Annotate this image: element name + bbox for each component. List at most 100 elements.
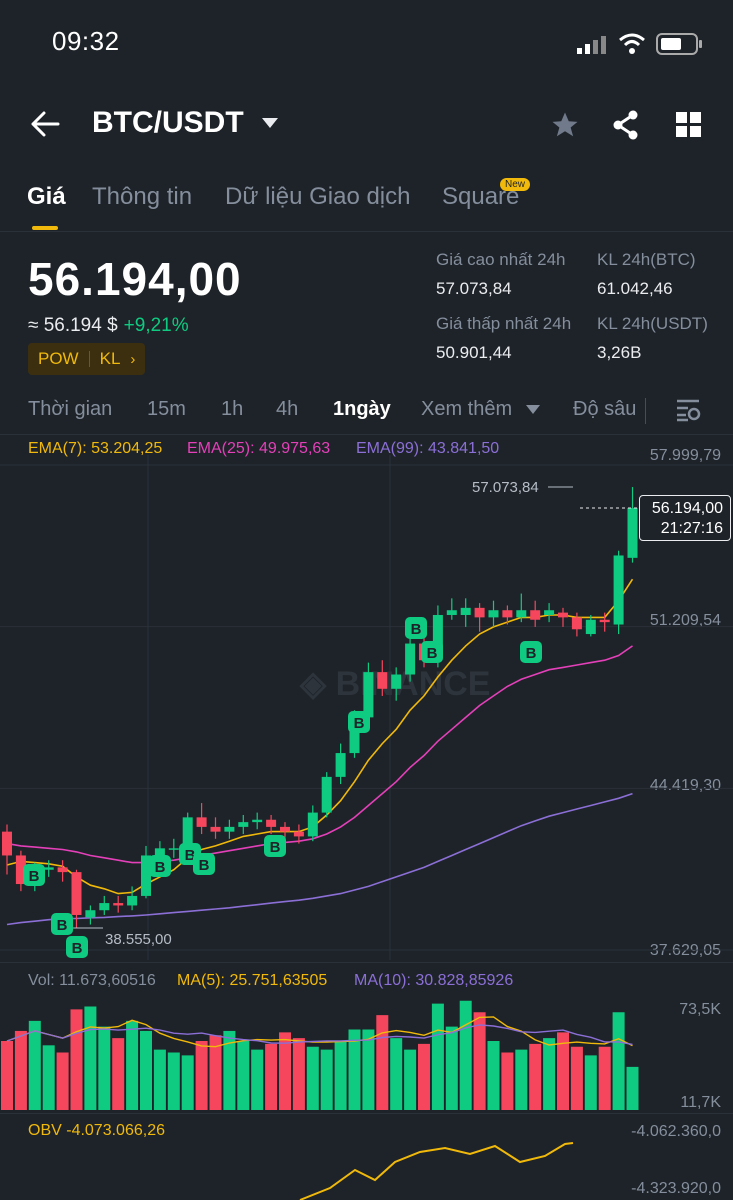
vol-label: Vol: 11.673,60516 (28, 972, 156, 989)
volume-bar (292, 1038, 305, 1110)
high-marker-label: 57.073,84 (472, 479, 539, 496)
candle (460, 598, 471, 627)
candle (141, 845, 151, 899)
candle-body (544, 610, 555, 615)
vol-btc-label: KL 24h(BTC) (597, 250, 696, 269)
vol-ma5-line (6, 1016, 633, 1048)
divider (0, 962, 733, 963)
candle-body (516, 610, 527, 618)
buy-marker-letter: B (29, 868, 40, 885)
volume-bar (195, 1041, 208, 1110)
chart-settings-icon[interactable] (675, 398, 701, 422)
volume-bar (98, 1026, 111, 1110)
tab-trade-data[interactable]: Dữ liệu Giao dịch (225, 183, 411, 210)
candle-body (293, 831, 304, 837)
volume-bar (612, 1012, 625, 1110)
low-value: 50.901,44 (436, 343, 512, 362)
candle-body (71, 872, 82, 915)
candle-body (15, 855, 26, 885)
tf-time[interactable]: Thời gian (28, 398, 113, 420)
volume-bar (265, 1043, 278, 1110)
current-price: 56.194,00 (651, 500, 723, 517)
buy-marker: B (51, 913, 73, 935)
caret-down-icon[interactable] (262, 118, 278, 130)
more-caret-icon[interactable] (526, 405, 540, 415)
star-icon[interactable] (550, 110, 580, 140)
vol-usdt-value: 3,26B (597, 343, 642, 362)
buy-marker-badge (193, 853, 215, 875)
candle (530, 600, 541, 627)
candle (266, 814, 277, 835)
obv-line (299, 1142, 574, 1200)
tab-info[interactable]: Thông tin (92, 183, 193, 210)
chevron-right-icon: › (130, 350, 136, 368)
volume-bar (431, 1003, 444, 1110)
buy-marker: B (23, 864, 45, 886)
tf-more[interactable]: Xem thêm (421, 398, 513, 420)
volume-bar (626, 1066, 639, 1110)
pair-title[interactable]: BTC/USDT (92, 106, 244, 139)
tf-15m[interactable]: 15m (147, 398, 186, 420)
buy-marker-letter: B (270, 839, 281, 856)
candle (238, 814, 249, 835)
low-marker-label: 38.555,00 (105, 931, 172, 948)
ema99-label: EMA(99): 43.841,50 (356, 440, 500, 457)
tf-depth[interactable]: Độ sâu (573, 398, 637, 420)
candle-body (99, 903, 110, 911)
volume-bar (362, 1029, 375, 1110)
tf-1d[interactable]: 1ngày (333, 398, 391, 420)
volume-bar (418, 1043, 430, 1110)
candle (571, 612, 582, 637)
candle (502, 605, 513, 625)
buy-marker-letter: B (57, 917, 68, 934)
candle-body (85, 910, 96, 918)
candle (71, 869, 82, 928)
candle (488, 600, 499, 627)
tf-4h[interactable]: 4h (276, 398, 299, 420)
volume-bar (487, 1041, 500, 1110)
volume-bar (70, 1009, 83, 1110)
candle-body (488, 610, 499, 618)
volume-bar (390, 1038, 403, 1110)
candle-body (238, 822, 249, 827)
candle (321, 772, 332, 818)
back-arrow-icon[interactable] (30, 110, 60, 138)
candle-body (266, 819, 277, 827)
candle-body (43, 867, 54, 870)
wifi-icon (619, 33, 645, 54)
countdown: 21:27:16 (660, 520, 723, 537)
buy-marker-letter: B (354, 715, 365, 732)
ema25-line (6, 645, 633, 864)
buy-marker: B (405, 617, 427, 639)
obv-top-tick: -4.062.360,0 (631, 1123, 721, 1140)
candle (280, 822, 290, 839)
buy-marker-letter: B (185, 847, 196, 864)
tf-1h[interactable]: 1h (221, 398, 244, 420)
volume-bar (167, 1052, 180, 1110)
volume-bar (223, 1030, 236, 1110)
candle (196, 803, 207, 835)
candle-body (210, 826, 221, 832)
tab-price[interactable]: Giá (27, 183, 66, 210)
vol-top-tick: 73,5K (679, 1001, 721, 1018)
candle-body (321, 776, 332, 813)
candle (391, 667, 402, 701)
vol-ma5-label: MA(5): 25.751,63505 (177, 972, 328, 989)
volume-bar (1, 1041, 13, 1110)
candle-body (154, 848, 165, 856)
tags[interactable]: POW KL › (28, 343, 146, 375)
ema7-line (6, 578, 634, 895)
signal-icon (577, 36, 606, 54)
grid-icon[interactable] (676, 112, 702, 138)
share-icon[interactable] (612, 110, 640, 140)
volume-bar (557, 1032, 569, 1110)
volume-bar (348, 1029, 361, 1110)
buy-marker-letter: B (199, 857, 210, 874)
candle (405, 636, 416, 682)
volume-bar (112, 1038, 125, 1110)
buy-marker-badge (520, 641, 542, 663)
candle-body (599, 619, 610, 623)
candle-body (502, 610, 513, 618)
candle-body (224, 826, 235, 832)
